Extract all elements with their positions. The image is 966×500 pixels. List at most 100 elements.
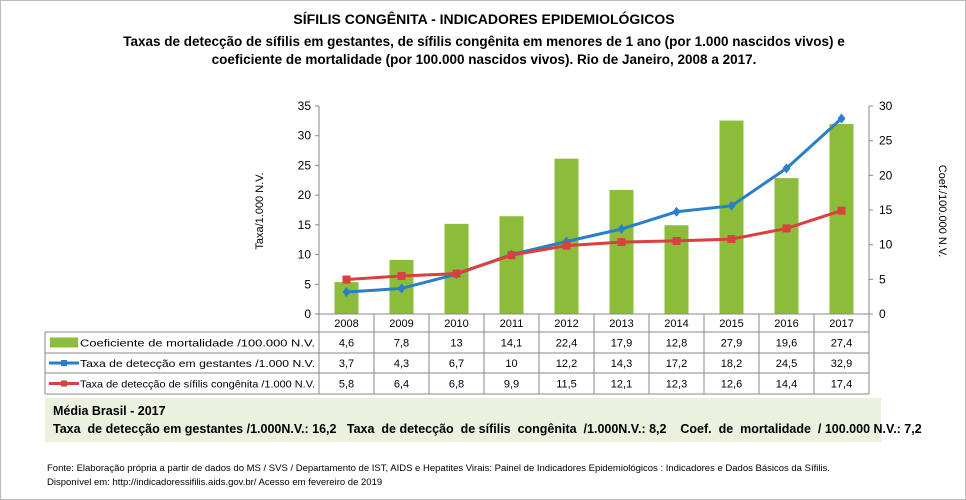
legend-label: Taxa de detecção de sífilis congênita /1… [80, 379, 315, 391]
point-marker [617, 238, 626, 247]
data-value: 3,7 [339, 358, 354, 370]
data-value: 4,3 [394, 358, 409, 370]
right-tick-label: 0 [879, 307, 886, 321]
category-label: 2011 [500, 318, 524, 330]
data-value: 10 [505, 358, 517, 370]
category-label: 2013 [609, 318, 633, 330]
left-tick-label: 5 [304, 277, 311, 291]
series-line-1 [346, 117, 843, 294]
combo-chart: 0 5 10 15 20 25 30 35 0 5 10 15 20 25 30 Taxa/1.000 N.V… [44, 99, 948, 395]
category-label: 2009 [389, 318, 413, 330]
left-tick-label: 25 [298, 158, 312, 172]
legend-key-marker [61, 380, 67, 387]
bar-2017 [829, 124, 854, 314]
data-value: 14,3 [611, 358, 632, 370]
data-value: 14,1 [501, 338, 522, 350]
point-marker [562, 241, 571, 250]
point-marker [837, 113, 846, 124]
source-line1: Fonte: Elaboração própria a partir de da… [47, 463, 830, 474]
legend-key-marker [61, 360, 67, 366]
bar-2011 [499, 216, 524, 314]
category-label: 2015 [719, 318, 743, 330]
right-tick-label: 10 [879, 238, 893, 252]
data-value: 27,9 [721, 338, 742, 350]
point-marker [672, 236, 681, 245]
data-value: 4,6 [339, 338, 354, 350]
legend-label: Taxa de detecção em gestantes /1.000 N.V… [80, 358, 315, 370]
point-marker [727, 200, 736, 211]
category-label: 2014 [664, 318, 688, 330]
data-value: 12,2 [556, 358, 577, 370]
point-marker [397, 283, 406, 294]
data-value: 12,3 [666, 379, 687, 391]
data-value: 19,6 [776, 338, 797, 350]
data-value: 27,4 [831, 338, 852, 350]
data-value: 7,8 [394, 338, 409, 350]
right-tick-label: 25 [879, 134, 893, 148]
series-line-2 [346, 209, 842, 282]
bar-2008 [334, 282, 359, 314]
average-values: Taxa de detecção em gestantes /1.000N.V.… [53, 422, 922, 436]
legend-label: Coeficiente de mortalidade /100.000 N.V. [80, 338, 315, 350]
left-tick-label: 15 [298, 218, 312, 232]
right-axis-title: Coef./100.000 N.V. [936, 165, 948, 258]
data-value: 5,8 [339, 379, 354, 391]
data-value: 13 [450, 338, 462, 350]
point-marker [397, 271, 406, 280]
data-value: 17,2 [666, 358, 687, 370]
right-tick-label: 5 [879, 272, 886, 286]
left-axis-title: Taxa/1.000 N.V. [254, 172, 266, 249]
left-tick-label: 10 [298, 248, 312, 262]
data-value: 12,8 [666, 338, 687, 350]
data-value: 17,9 [611, 338, 632, 350]
chart-title: SÍFILIS CONGÊNITA - INDICADORES EPIDEMIO… [293, 11, 675, 27]
data-value: 12,6 [721, 379, 742, 391]
category-label: 2010 [444, 318, 468, 330]
point-marker [507, 251, 516, 260]
point-marker [672, 206, 681, 217]
bar-2013 [609, 189, 634, 314]
data-value: 11,5 [556, 379, 577, 391]
average-heading: Média Brasil - 2017 [53, 404, 166, 418]
bar-2016 [774, 178, 799, 314]
point-marker [727, 235, 736, 244]
point-marker [782, 224, 791, 233]
data-value: 32,9 [831, 358, 852, 370]
right-tick-label: 20 [879, 168, 893, 182]
left-tick-label: 20 [298, 188, 312, 202]
category-label: 2008 [334, 318, 358, 330]
chart-subtitle-line1: Taxas de detecção de sífilis em gestante… [123, 34, 845, 49]
category-label: 2017 [829, 318, 853, 330]
source-note: Fonte: Elaboração própria a partir de da… [47, 462, 830, 490]
left-tick-label: 0 [304, 307, 311, 321]
bar-2012 [554, 158, 579, 314]
right-tick-label: 30 [879, 99, 893, 113]
data-value: 18,2 [721, 358, 742, 370]
bar-2010 [444, 223, 469, 314]
category-label: 2012 [554, 318, 578, 330]
data-value: 24,5 [776, 358, 797, 370]
data-value: 14,4 [776, 379, 797, 391]
point-marker [342, 287, 351, 298]
legend-key-bar [50, 337, 78, 348]
category-label: 2016 [774, 318, 798, 330]
left-tick-label: 30 [298, 129, 312, 143]
data-value: 12,1 [611, 379, 632, 391]
point-marker [342, 275, 351, 284]
data-value: 22,4 [556, 338, 577, 350]
point-marker [782, 163, 791, 174]
bar-2015 [719, 120, 744, 314]
data-value: 6,7 [449, 358, 464, 370]
point-marker [837, 206, 846, 215]
chart-subtitle-line2: coeficiente de mortalidade (por 100.000 … [211, 52, 757, 67]
source-line2: Disponível em: http://indicadoressifilis… [47, 477, 383, 488]
point-marker [452, 269, 461, 278]
brazil-average-box: Média Brasil - 2017 Taxa de detecção em … [45, 398, 922, 442]
data-value: 6,4 [394, 379, 409, 391]
point-marker [617, 224, 626, 235]
data-value: 17,4 [831, 379, 852, 391]
data-value: 9,9 [504, 379, 519, 391]
data-value: 6,8 [449, 379, 464, 391]
right-tick-label: 15 [879, 203, 893, 217]
